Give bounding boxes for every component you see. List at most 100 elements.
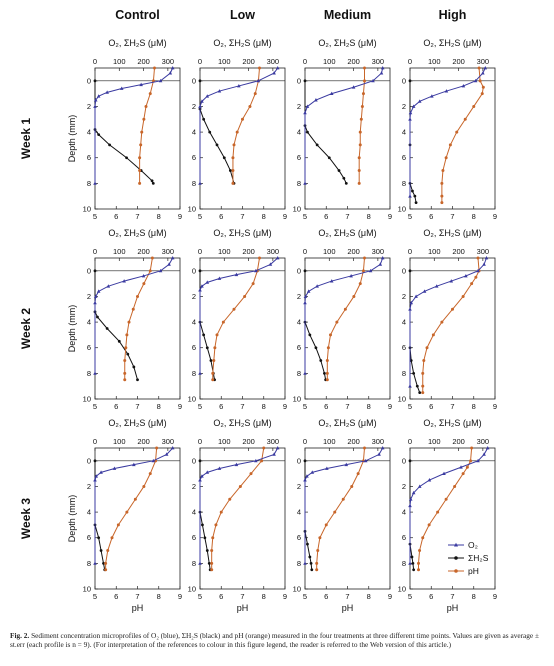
panel-frame	[94, 447, 181, 590]
h2s-point	[96, 315, 99, 319]
ph-point	[228, 497, 232, 501]
ph-point	[444, 497, 448, 501]
ph-point	[110, 536, 114, 540]
o2-point	[422, 289, 427, 293]
o2-point	[371, 78, 375, 83]
ph-point	[123, 371, 127, 375]
bottom-tick-label: 8	[157, 592, 161, 601]
top-tick-label: 300	[162, 57, 175, 66]
top-tick-label: 100	[428, 437, 441, 446]
o2-series-line	[304, 67, 384, 184]
o2-point	[380, 446, 385, 450]
o2-point	[198, 288, 202, 292]
o2-point	[305, 104, 310, 108]
top-tick-label: 0	[303, 247, 307, 256]
panel-week-3-high: O₂, ΣH₂S (μM) 0 100 200 300 5 6 7 8 9 0 2 4 6 8 10 pH	[398, 418, 497, 613]
o2-point	[93, 371, 97, 375]
row-label-week-3: Week 3	[19, 498, 33, 539]
depth-tick-label: 4	[87, 128, 91, 137]
o2-point	[408, 307, 412, 311]
o2-point	[305, 474, 309, 478]
panel-week-2-high: O₂, ΣH₂S (μM) 0 100 200 300 5 6 7 8 9 0 2 4 6 8 10	[398, 228, 497, 411]
depth-tick-label: 10	[293, 205, 301, 214]
h2s-point	[208, 130, 212, 134]
depth-tick-label: 8	[297, 179, 301, 188]
depth-tick-label: 10	[293, 395, 301, 404]
ph-point	[131, 307, 135, 311]
h2s-point	[126, 352, 130, 356]
o2-point	[151, 458, 156, 463]
ph-point	[461, 472, 465, 476]
ph-series-line	[358, 68, 365, 184]
figure-panel-grid: Control Low Medium High Week 1 Week 2 Week 3 O₂…	[19, 8, 497, 613]
depth-axis-label: Depth (mm)	[67, 115, 77, 163]
top-tick-label: 200	[452, 437, 465, 446]
row-label-week-2: Week 2	[19, 308, 33, 349]
top-tick-label: 200	[137, 247, 150, 256]
ph-point	[136, 294, 139, 298]
h2s-point	[412, 371, 416, 375]
ph-point	[232, 143, 236, 147]
bottom-tick-label: 5	[408, 212, 412, 221]
bottom-tick-label: 7	[240, 212, 244, 221]
top-tick-label: 0	[198, 437, 202, 446]
panel-frame	[304, 447, 391, 590]
top-tick-label: 200	[347, 437, 360, 446]
ph-point	[138, 169, 142, 173]
o2-point	[442, 471, 446, 476]
ph-point	[104, 561, 108, 565]
top-tick-label: 200	[347, 247, 360, 256]
ph-point	[219, 510, 223, 514]
o2-point	[380, 66, 385, 70]
bottom-tick-label: 8	[262, 212, 266, 221]
ph-series-line	[124, 257, 153, 380]
ph-point	[253, 92, 257, 96]
h2s-point	[315, 143, 319, 147]
top-axis-label: O₂, ΣH₂S (μM)	[423, 418, 481, 428]
depth-tick-label: 6	[87, 533, 91, 542]
h2s-point	[306, 130, 309, 134]
legend: O₂ ΣH₂S pH	[448, 540, 489, 576]
h2s-series-line	[199, 80, 235, 184]
panel-week-3-medium: O₂, ΣH₂S (μM) 0 100 200 300 5 6 7 8 9 0 2 4 6 8 10 pH	[293, 418, 392, 613]
panel-week-2-low: O₂, ΣH₂S (μM) 0 100 200 300 5 6 7 8 9 0 2 4 6 8 10	[188, 228, 287, 411]
top-tick-label: 100	[323, 437, 336, 446]
h2s-point	[150, 179, 154, 183]
ph-point	[148, 269, 152, 273]
ph-series-line	[422, 257, 480, 393]
o2-point	[158, 268, 163, 273]
ph-point	[125, 333, 129, 337]
depth-tick-label: 6	[402, 533, 406, 542]
bottom-tick-label: 5	[303, 212, 307, 221]
ph-point	[238, 484, 242, 488]
h2s-point	[409, 359, 413, 362]
ph-point	[461, 294, 465, 298]
o2-point	[461, 83, 466, 88]
o2-point	[408, 384, 412, 388]
o2-point	[417, 99, 422, 103]
depth-tick-label: 0	[297, 76, 301, 85]
legend-label-h2s: ΣH₂S	[468, 553, 489, 563]
top-tick-label: 0	[93, 437, 97, 446]
ph-point	[417, 568, 420, 572]
o2-point	[198, 371, 202, 375]
o2-series-line	[304, 447, 384, 564]
o2-point	[444, 89, 449, 93]
legend-marker-o2	[454, 542, 458, 547]
ph-point	[335, 320, 339, 324]
top-tick-label: 200	[242, 57, 255, 66]
ph-point	[477, 66, 481, 70]
o2-point	[483, 66, 488, 70]
depth-tick-label: 8	[87, 559, 91, 568]
o2-point	[93, 294, 98, 298]
top-tick-label: 0	[408, 247, 412, 256]
depth-tick-label: 8	[402, 559, 406, 568]
h2s-point	[418, 391, 422, 394]
depth-tick-label: 2	[192, 482, 196, 491]
h2s-point	[303, 269, 307, 273]
top-axis-label: O₂, ΣH₂S (μM)	[318, 418, 376, 428]
o2-point	[464, 273, 468, 278]
ph-point	[357, 156, 361, 160]
ph-point	[325, 371, 329, 375]
ph-point	[144, 104, 148, 108]
